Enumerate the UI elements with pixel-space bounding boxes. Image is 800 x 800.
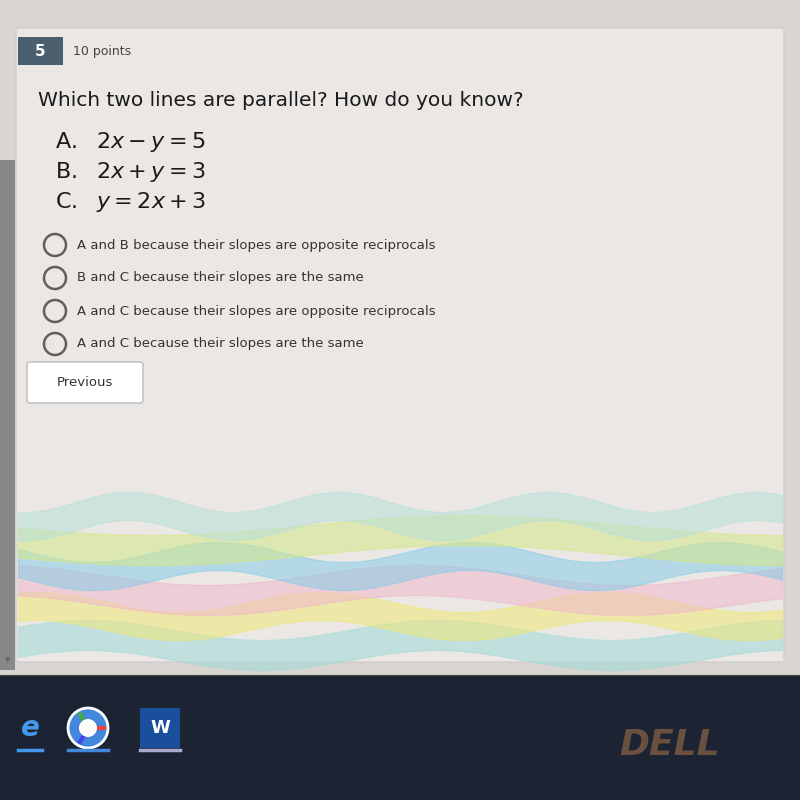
- Text: Which two lines are parallel? How do you know?: Which two lines are parallel? How do you…: [38, 90, 524, 110]
- Text: A and C because their slopes are opposite reciprocals: A and C because their slopes are opposit…: [77, 305, 436, 318]
- Bar: [0, 160, 15, 670]
- FancyBboxPatch shape: [16, 28, 784, 662]
- Text: Previous: Previous: [57, 376, 113, 389]
- Text: DELL: DELL: [620, 728, 720, 762]
- Circle shape: [68, 708, 108, 748]
- Text: ▾: ▾: [5, 655, 10, 665]
- Text: B and C because their slopes are the same: B and C because their slopes are the sam…: [77, 271, 364, 285]
- FancyBboxPatch shape: [18, 37, 63, 65]
- Text: e: e: [21, 714, 39, 742]
- Text: $\mathsf{C.}\ \ y=2x+3$: $\mathsf{C.}\ \ y=2x+3$: [55, 190, 206, 214]
- Text: W: W: [150, 719, 170, 737]
- Bar: [0, 675, 800, 800]
- Text: $\mathsf{B.}\ \ 2x+y=3$: $\mathsf{B.}\ \ 2x+y=3$: [55, 160, 206, 184]
- Bar: [140, 708, 180, 748]
- Text: $\mathsf{A.}\ \ 2x-y=5$: $\mathsf{A.}\ \ 2x-y=5$: [55, 130, 206, 154]
- FancyBboxPatch shape: [27, 362, 143, 403]
- Circle shape: [79, 719, 97, 737]
- Text: 5: 5: [35, 43, 46, 58]
- Text: A and B because their slopes are opposite reciprocals: A and B because their slopes are opposit…: [77, 238, 435, 251]
- Text: 10 points: 10 points: [73, 45, 131, 58]
- Text: A and C because their slopes are the same: A and C because their slopes are the sam…: [77, 338, 364, 350]
